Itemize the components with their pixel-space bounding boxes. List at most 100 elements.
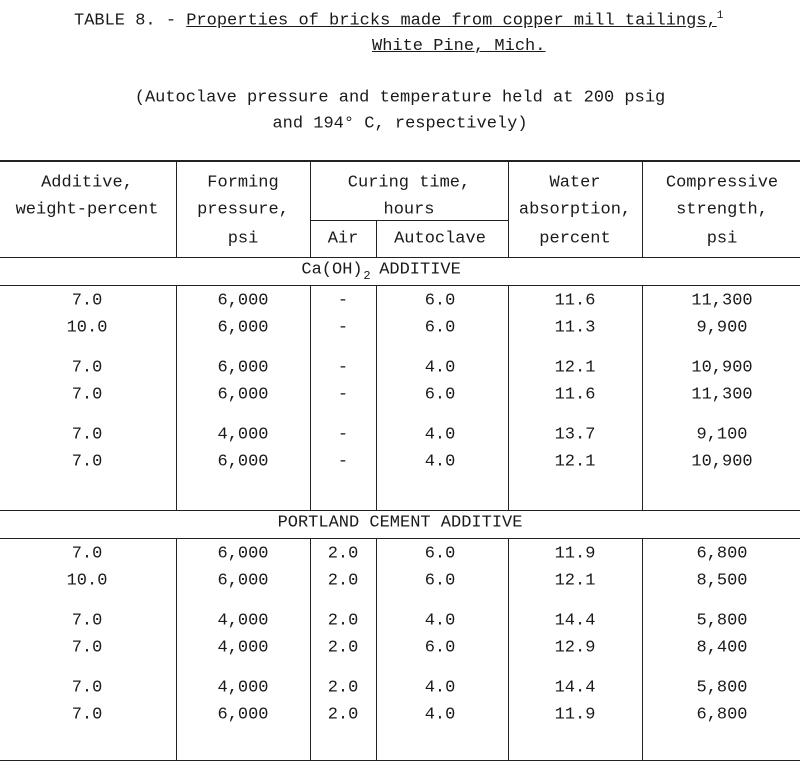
table-cell: 8,400: [696, 638, 748, 658]
table-cell: 11.6: [554, 291, 596, 311]
table-cell: 6,800: [696, 544, 748, 564]
table-cell: 10.0: [66, 318, 108, 338]
table-cell: 11.9: [554, 705, 596, 725]
table-cell: 6.0: [424, 571, 456, 591]
table-cell: 2.0: [327, 544, 359, 564]
header-cell: hours: [383, 200, 435, 220]
rule: [508, 538, 509, 760]
table-cell: -: [337, 358, 349, 378]
rule: [176, 538, 177, 760]
rule: [0, 538, 800, 539]
rule: [0, 257, 800, 258]
rule: [310, 220, 508, 221]
subtitle: and 194° C, respectively): [272, 114, 528, 134]
table-cell: 4.0: [424, 452, 456, 472]
table-cell: 9,900: [696, 318, 748, 338]
table-cell: 11.6: [554, 385, 596, 405]
table-cell: 4.0: [424, 705, 456, 725]
table-cell: 6,000: [217, 291, 269, 311]
table-cell: -: [337, 425, 349, 445]
table-cell: 4.0: [424, 425, 456, 445]
table-cell: 6.0: [424, 291, 456, 311]
header-cell: psi: [706, 229, 738, 249]
table-cell: 2.0: [327, 678, 359, 698]
table-cell: 14.4: [554, 611, 596, 631]
table-cell: 4,000: [217, 678, 269, 698]
rule: [176, 285, 177, 510]
header-cell: psi: [227, 229, 259, 249]
table-cell: -: [337, 291, 349, 311]
table-cell: 4.0: [424, 611, 456, 631]
rule: [0, 510, 800, 511]
table-cell: 11.9: [554, 544, 596, 564]
table-cell: 12.1: [554, 358, 596, 378]
rule: [642, 538, 643, 760]
rule: [642, 161, 643, 257]
table-cell: 7.0: [71, 611, 103, 631]
header-cell: percent: [539, 229, 611, 249]
table-cell: 12.1: [554, 571, 596, 591]
table-cell: -: [337, 318, 349, 338]
table-cell: 13.7: [554, 425, 596, 445]
table-cell: 10.0: [66, 571, 108, 591]
table-cell: 11,300: [691, 385, 753, 405]
header-cell: Forming: [207, 173, 279, 193]
table-cell: 8,500: [696, 571, 748, 591]
table-cell: 6,000: [217, 452, 269, 472]
table-cell: 5,800: [696, 611, 748, 631]
header-cell: strength,: [676, 200, 768, 220]
rule: [0, 760, 800, 761]
rule: [376, 220, 377, 257]
table-cell: 6,800: [696, 705, 748, 725]
table-cell: 6,000: [217, 358, 269, 378]
header-cell: weight-percent: [15, 200, 159, 220]
table-title: TABLE 8. - Properties of bricks made fro…: [74, 10, 723, 31]
table-cell: -: [337, 452, 349, 472]
rule: [0, 160, 800, 162]
table-cell: 6,000: [217, 571, 269, 591]
header-cell: Water: [549, 173, 601, 193]
table-cell: 10,900: [691, 452, 753, 472]
table-cell: 6.0: [424, 638, 456, 658]
header-cell: Autoclave: [394, 229, 486, 249]
header-cell: Additive,: [41, 173, 133, 193]
footnote-marker: 1: [716, 10, 724, 22]
rule: [310, 161, 311, 257]
header-cell: Compressive: [665, 173, 779, 193]
table-cell: 9,100: [696, 425, 748, 445]
table-cell: 12.9: [554, 638, 596, 658]
rule: [310, 285, 311, 510]
table-cell: 7.0: [71, 638, 103, 658]
table-cell: 2.0: [327, 611, 359, 631]
rule: [0, 285, 800, 286]
table-cell: 4.0: [424, 678, 456, 698]
section-title-subscript: 2: [363, 269, 371, 283]
table-cell: 2.0: [327, 638, 359, 658]
table-cell: 7.0: [71, 291, 103, 311]
subtitle: (Autoclave pressure and temperature held…: [134, 88, 666, 108]
rule: [176, 161, 177, 257]
table-cell: 6.0: [424, 318, 456, 338]
table-cell: 4,000: [217, 611, 269, 631]
table-cell: 7.0: [71, 358, 103, 378]
section-title: PORTLAND CEMENT ADDITIVE: [277, 513, 523, 533]
rule: [376, 285, 377, 510]
header-cell: absorption,: [518, 200, 632, 220]
rule: [508, 161, 509, 257]
table-cell: 6.0: [424, 385, 456, 405]
rule: [642, 285, 643, 510]
table-cell: 7.0: [71, 452, 103, 472]
table-cell: 7.0: [71, 678, 103, 698]
table-cell: 7.0: [71, 385, 103, 405]
table-cell: 6,000: [217, 544, 269, 564]
table-cell: 4.0: [424, 358, 456, 378]
section-title: Ca(OH): [301, 260, 363, 280]
table-cell: 10,900: [691, 358, 753, 378]
section-title: ADDITIVE: [379, 260, 461, 280]
table-cell: 11,300: [691, 291, 753, 311]
rule: [508, 285, 509, 510]
table-cell: 6,000: [217, 705, 269, 725]
rule: [310, 538, 311, 760]
table-cell: -: [337, 385, 349, 405]
